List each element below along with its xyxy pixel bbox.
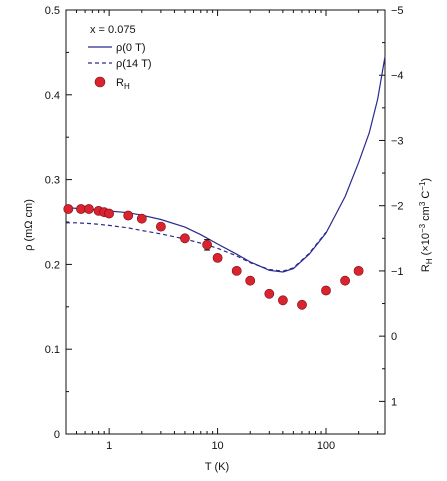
y-right-tick-label: −4	[391, 70, 404, 82]
y-right-tick-label: 1	[391, 396, 397, 408]
rh-point	[321, 285, 331, 296]
legend-label-rh: RH	[116, 77, 130, 91]
y-left-tick-label: 0.3	[45, 175, 60, 187]
rh-point	[353, 265, 364, 276]
x-tick-label: 1	[106, 440, 112, 452]
rh-point	[297, 299, 307, 310]
rho-0t-curve	[65, 56, 386, 273]
x-axis-label: T (K)	[205, 461, 229, 473]
y-right-tick-label: 0	[391, 331, 397, 343]
plot-frame	[65, 9, 386, 435]
rh-point	[231, 265, 242, 276]
rh-point	[84, 204, 94, 214]
x-tick-label: 100	[317, 440, 335, 452]
rh-point	[340, 275, 350, 286]
rho-14t-curve	[66, 222, 327, 272]
y-right-tick-label: −1	[391, 266, 404, 278]
rh-point	[212, 252, 223, 263]
x-tick-label: 10	[211, 440, 223, 452]
rh-point	[63, 204, 74, 214]
rh-point	[123, 210, 134, 221]
hall-markers	[63, 204, 364, 310]
sample-annotation: x = 0.075	[90, 24, 136, 36]
rh-point	[202, 239, 212, 250]
rh-point	[245, 275, 256, 286]
y-left-tick-label: 0.2	[45, 259, 60, 271]
rh-point	[277, 295, 288, 306]
rh-point	[179, 233, 190, 244]
rh-point	[104, 208, 114, 219]
y-left-tick-label: 0.5	[45, 5, 60, 17]
plot-border	[65, 9, 386, 435]
y-right-tick-label: −5	[391, 5, 404, 17]
rh-point	[155, 221, 166, 232]
y-left-tick-label: 0.1	[45, 344, 60, 356]
y-axis-left-label: ρ (mΩ cm)	[23, 199, 35, 251]
legend-marker-rh	[94, 76, 106, 88]
y-right-tick-label: −2	[391, 201, 404, 213]
axis-ticks: 1 10 100 0 0.1 0.2 0.3 0.4 0.5 −5 −4 −3 −2 −1 0 1	[45, 5, 404, 452]
y-axis-right-label: RH (×10−3 cm3 C−1)	[418, 178, 434, 272]
y-right-tick-label: −3	[391, 135, 404, 147]
legend: ρ(0 T) ρ(14 T) RH	[88, 42, 152, 91]
legend-label-0t: ρ(0 T)	[116, 42, 145, 54]
curves	[65, 56, 386, 273]
y-left-tick-label: 0	[54, 429, 60, 441]
rh-point	[264, 288, 275, 299]
rh-point	[136, 213, 147, 224]
legend-label-14t: ρ(14 T)	[116, 58, 152, 70]
y-left-tick-label: 0.4	[45, 90, 60, 102]
